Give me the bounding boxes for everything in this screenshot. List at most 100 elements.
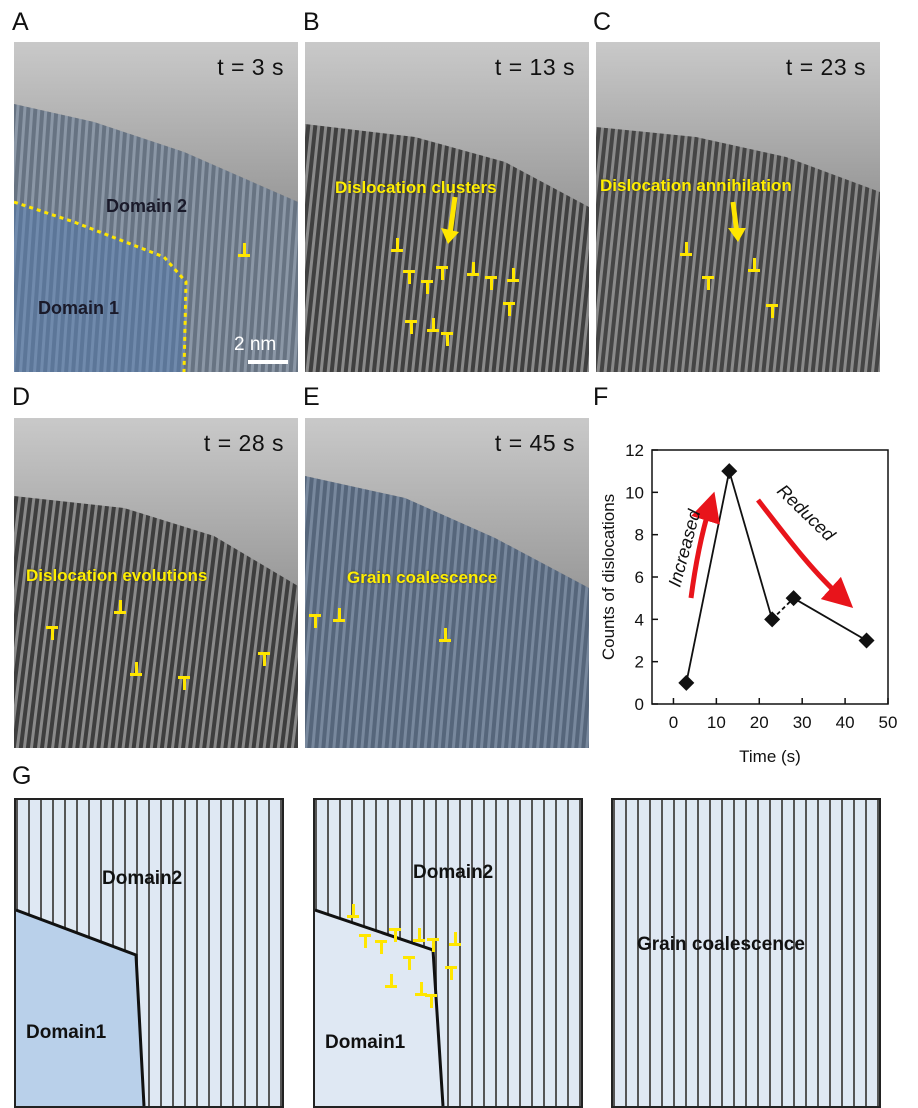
schematic-coalescence-label: Grain coalescence (637, 934, 805, 955)
domain1-label-a: Domain 1 (38, 298, 120, 318)
y-tick-label: 2 (635, 653, 644, 672)
dislocation-symbol (413, 928, 425, 942)
x-axis-label: Time (s) (739, 747, 801, 766)
dislocation-symbol (258, 652, 270, 666)
tem-image-b: t = 13 s Dislocation clusters (305, 42, 589, 372)
dislocation-symbol (702, 276, 714, 290)
schematic-domain2-label: Domain2 (413, 862, 494, 883)
schematic-left: Domain2 Domain1 (14, 798, 284, 1108)
tem-texture-a (14, 42, 298, 372)
time-label-b: t = 13 s (494, 54, 575, 80)
dislocation-symbol (748, 258, 760, 272)
annotation-evolutions: Dislocation evolutions (26, 566, 208, 585)
y-tick-label: 10 (625, 483, 644, 502)
x-tick-label: 20 (750, 713, 769, 732)
y-tick-label: 12 (625, 441, 644, 460)
dislocation-symbol (403, 270, 415, 284)
dislocation-symbol (238, 243, 250, 257)
tem-image-c: t = 23 s Dislocation annihilation (596, 42, 880, 372)
dislocation-symbol (445, 966, 457, 980)
dislocation-symbol (441, 332, 453, 346)
dislocation-symbol (405, 320, 417, 334)
tem-image-a: t = 3 s Domain 2 Domain 1 2 nm (14, 42, 298, 372)
dislocation-symbol (391, 238, 403, 252)
time-label-a: t = 3 s (217, 54, 284, 80)
annotation-annihilation: Dislocation annihilation (600, 176, 792, 195)
schematic-middle: Domain2 Domain1 (313, 798, 583, 1108)
dislocation-symbol (178, 676, 190, 690)
y-tick-label: 4 (635, 610, 644, 629)
increase-arrow (688, 491, 720, 599)
dislocation-count-chart: 0 2 4 6 8 10 12 0 10 20 30 40 50 Time (s) Counts of… (596, 420, 916, 770)
dislocation-symbol (427, 938, 439, 952)
chart-svg: 0 2 4 6 8 10 12 0 10 20 30 40 50 Time (s) Counts of… (599, 441, 898, 766)
dislocation-symbol (439, 628, 451, 642)
panel-label-e: E (303, 383, 320, 411)
dislocation-symbol (333, 608, 345, 622)
y-tick-label: 6 (635, 568, 644, 587)
data-point (764, 611, 781, 628)
dislocation-symbol (309, 614, 321, 628)
tem-texture-e (305, 418, 589, 748)
data-point (785, 590, 802, 607)
time-label-e: t = 45 s (494, 430, 575, 456)
panel-label-a: A (12, 8, 29, 36)
data-point (678, 674, 695, 691)
x-tick-label: 30 (793, 713, 812, 732)
schematic-domain1-label: Domain1 (26, 1022, 107, 1043)
schematic-left-graphic (16, 800, 282, 1106)
tem-texture-d (14, 418, 298, 748)
dislocation-symbol (507, 268, 519, 282)
dislocation-symbol (415, 982, 427, 996)
dislocation-symbol (467, 262, 479, 276)
dislocation-symbol (425, 994, 437, 1008)
schematic-right-graphic (613, 800, 879, 1106)
schematic-middle-graphic (315, 800, 581, 1106)
dislocation-symbol (766, 304, 778, 318)
tem-image-d: t = 28 s Dislocation evolutions (14, 418, 298, 748)
x-tick-label: 40 (836, 713, 855, 732)
tem-texture-c (596, 42, 880, 372)
dislocation-symbol (403, 956, 415, 970)
data-point (858, 632, 875, 649)
panel-label-d: D (12, 383, 31, 411)
y-axis-label: Counts of dislocations (599, 494, 618, 660)
annotation-coalescence: Grain coalescence (347, 568, 498, 587)
panel-label-g: G (12, 762, 32, 790)
tem-texture-b (305, 42, 589, 372)
series-segment (728, 470, 774, 620)
dislocation-symbol (46, 626, 58, 640)
x-tick-label: 0 (669, 713, 678, 732)
dislocation-symbol (485, 276, 497, 290)
data-point (721, 463, 738, 480)
dislocation-symbol (427, 318, 439, 332)
schematic-domain1-label: Domain1 (325, 1032, 406, 1053)
x-tick-label: 10 (707, 713, 726, 732)
scale-bar (248, 360, 288, 364)
dislocation-symbol (385, 974, 397, 988)
time-label-d: t = 28 s (203, 430, 284, 456)
decrease-arrow (756, 498, 854, 609)
domain2-label-a: Domain 2 (106, 196, 188, 216)
panel-label-f: F (593, 383, 609, 411)
dislocation-symbol (130, 662, 142, 676)
y-tick-label: 0 (635, 695, 644, 714)
tem-image-e: t = 45 s Grain coalescence (305, 418, 589, 748)
schematic-domain2-label: Domain2 (102, 868, 183, 889)
dislocation-symbol (359, 934, 371, 948)
dislocation-symbol (389, 928, 401, 942)
dislocation-symbol (375, 940, 387, 954)
annotation-clusters: Dislocation clusters (335, 178, 497, 197)
dislocation-symbol (503, 302, 515, 316)
y-tick-label: 8 (635, 526, 644, 545)
dislocation-symbol (680, 242, 692, 256)
x-tick-label: 50 (879, 713, 898, 732)
dislocation-symbol (347, 904, 359, 918)
panel-label-c: C (593, 8, 612, 36)
plot-frame (651, 449, 889, 705)
schematic-right: Grain coalescence (611, 798, 881, 1108)
dislocation-symbol (421, 280, 433, 294)
time-label-c: t = 23 s (785, 54, 866, 80)
panel-label-b: B (303, 8, 320, 36)
dislocation-symbol (449, 932, 461, 946)
